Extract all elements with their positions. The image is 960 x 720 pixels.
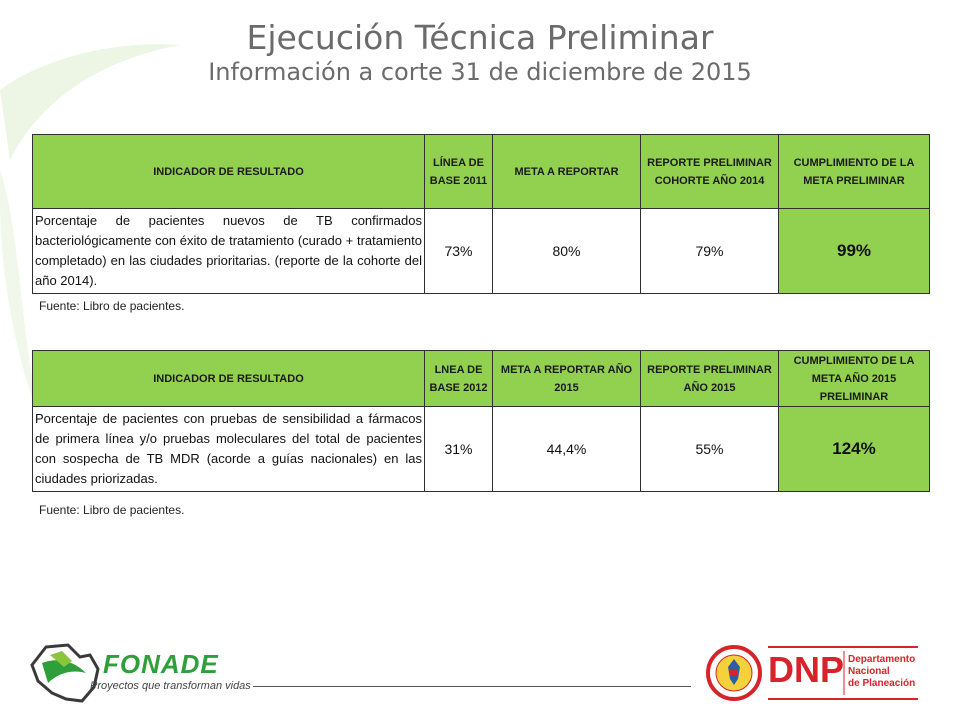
header-baseline: LÍNEA DE BASE 2011 — [424, 134, 493, 209]
target-value: 44,4% — [492, 406, 641, 492]
table-row: Porcentaje de pacientes nuevos de TB con… — [32, 208, 930, 294]
header-compliance: CUMPLIMIENTO DE LA META PRELIMINAR — [778, 134, 930, 209]
table-row: Porcentaje de pacientes con pruebas de s… — [32, 406, 930, 492]
report-value: 79% — [640, 208, 779, 294]
report-value: 55% — [640, 406, 779, 492]
baseline-value: 31% — [424, 406, 493, 492]
dnp-department-line-1: Departamento — [848, 654, 916, 665]
table-header-row: INDICADOR DE RESULTADO LÍNEA DE BASE 201… — [32, 134, 930, 209]
dnp-logo-text: DNP — [768, 649, 845, 690]
header-report: REPORTE PRELIMINAR COHORTE AÑO 2014 — [640, 134, 779, 209]
source-note-1: Fuente: Libro de pacientes. — [39, 299, 185, 313]
header-indicator: INDICADOR DE RESULTADO — [32, 134, 425, 209]
fonade-tagline: Proyectos que transforman vidas — [90, 680, 251, 692]
header-baseline: LNEA DE BASE 2012 — [424, 350, 493, 407]
dnp-department-line-3: de Planeación — [848, 678, 916, 689]
baseline-value: 73% — [424, 208, 493, 294]
indicator-table-1: INDICADOR DE RESULTADO LÍNEA DE BASE 201… — [32, 134, 930, 294]
header-compliance: CUMPLIMIENTO DE LA META AÑO 2015 PRELIMI… — [778, 350, 930, 407]
footer-divider — [253, 686, 691, 687]
colombia-seal-icon — [706, 645, 762, 701]
indicator-description: Porcentaje de pacientes nuevos de TB con… — [32, 208, 425, 294]
header-report: REPORTE PRELIMINAR AÑO 2015 — [640, 350, 779, 407]
dnp-logo-lines — [768, 646, 918, 700]
indicator-description: Porcentaje de pacientes con pruebas de s… — [32, 406, 425, 492]
indicator-table-2: INDICADOR DE RESULTADO LNEA DE BASE 2012… — [32, 350, 930, 492]
source-note-2: Fuente: Libro de pacientes. — [39, 503, 185, 517]
header-indicator: INDICADOR DE RESULTADO — [32, 350, 425, 407]
page-subtitle: Información a corte 31 de diciembre de 2… — [208, 58, 752, 86]
table-header-row: INDICADOR DE RESULTADO LNEA DE BASE 2012… — [32, 350, 930, 407]
header-target: META A REPORTAR AÑO 2015 — [492, 350, 641, 407]
compliance-value: 99% — [778, 208, 930, 294]
fonade-logo-text: FONADE — [103, 649, 219, 679]
compliance-value: 124% — [778, 406, 930, 492]
target-value: 80% — [492, 208, 641, 294]
page-title: Ejecución Técnica Preliminar — [246, 18, 714, 57]
dnp-department-name: Departamento Nacional de Planeación — [848, 654, 915, 690]
dnp-department-line-2: Nacional — [848, 666, 890, 677]
header-target: META A REPORTAR — [492, 134, 641, 209]
fonade-map-icon — [30, 643, 100, 703]
